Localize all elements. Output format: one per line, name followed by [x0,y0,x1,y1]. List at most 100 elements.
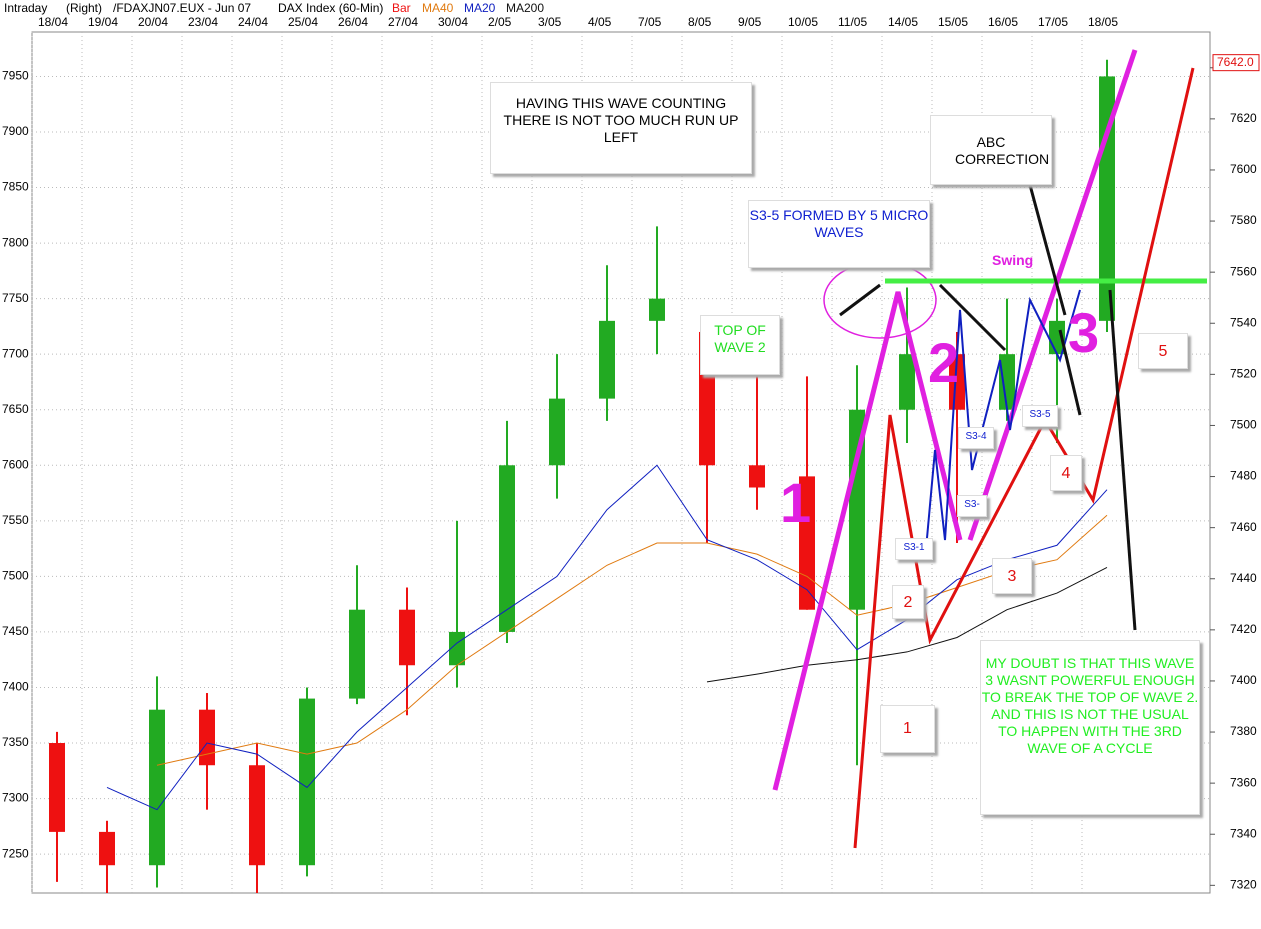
candle-body [799,476,815,610]
y-tick-label: 7250 [2,846,29,860]
y-tick-label: 7650 [2,402,29,416]
micro-label: S3- [957,495,987,517]
y2-tick-label: 7380 [1230,724,1257,738]
candle-body [849,409,865,610]
y2-tick-label: 7620 [1230,111,1257,125]
y2-tick-label: 7420 [1230,622,1257,636]
y2-tick-label: 7560 [1230,264,1257,278]
y-tick-label: 7350 [2,735,29,749]
y-tick-label: 7450 [2,624,29,638]
header-text: /FDAXJN07.EUX - Jun 07 [113,1,251,15]
legend-entry: MA200 [506,1,544,15]
x-tick-label: 26/04 [338,15,368,29]
arrow [1028,184,1067,316]
y-tick-label: 7600 [2,457,29,471]
count-zigzag [853,67,1195,849]
y2-tick-label: 7500 [1230,418,1257,432]
candle-body [99,831,115,866]
y-tick-label: 7400 [2,680,29,694]
header-text: DAX Index (60-Min) [278,1,383,15]
y-tick-label: 7950 [2,69,29,83]
annotation: S3-5 FORMED BY 5 MICRO WAVES [748,200,930,268]
x-tick-label: 14/05 [888,15,918,29]
x-tick-label: 10/05 [788,15,818,29]
wave-label: 1 [880,705,935,753]
x-tick-label: 4/05 [588,15,612,29]
arrow [839,283,881,317]
micro-label: S3-4 [958,427,994,449]
x-tick-label: 30/04 [438,15,468,29]
annotation: HAVING THIS WAVE COUNTING THERE IS NOT T… [490,82,752,174]
wave-label: 2 [928,331,960,394]
arrow [938,283,1007,352]
x-tick-label: 16/05 [988,15,1018,29]
candle-body [949,354,965,410]
y2-tick-label: 7360 [1230,775,1257,789]
micro-waves [924,289,1081,561]
x-tick-label: 9/05 [738,15,762,29]
candle-body [349,609,365,699]
x-tick-label: 8/05 [688,15,712,29]
header-text: (Right) [66,1,102,15]
annotation: TOP OF WAVE 2 [700,315,780,375]
wave-label: 4 [1050,455,1082,491]
x-tick-label: 23/04 [188,15,218,29]
x-tick-label: 18/05 [1088,15,1118,29]
y-tick-label: 7800 [2,235,29,249]
y2-tick-label: 7340 [1230,826,1257,840]
legend-entry: Bar [392,1,411,15]
wave-trend [967,49,1138,541]
arrow [1108,289,1137,631]
wave-label: 1 [780,471,812,534]
y-tick-label: 7300 [2,791,29,805]
y2-tick-label: 7480 [1230,469,1257,483]
y-tick-label: 7900 [2,124,29,138]
x-tick-label: 2/05 [488,15,512,29]
annotation: MY DOUBT IS THAT THIS WAVE 3 WASNT POWER… [980,640,1200,815]
y-tick-label: 7700 [2,346,29,360]
y-tick-label: 7750 [2,291,29,305]
x-tick-label: 3/05 [538,15,562,29]
y-tick-label: 7500 [2,569,29,583]
x-tick-label: 24/04 [238,15,268,29]
y-tick-label: 7550 [2,513,29,527]
y2-tick-label: 7460 [1230,520,1257,534]
candle-body [499,465,515,632]
wave-label: 3 [1068,301,1100,364]
y-tick-label: 7850 [2,180,29,194]
annotation: ABC CORRECTION [930,115,1052,185]
annotation: Swing [992,252,1034,268]
candle-body [399,609,415,666]
candle-body [749,465,765,488]
header-text: Intraday [4,1,47,15]
legend-entry: MA20 [464,1,496,15]
last-price-box [1212,54,1260,72]
wave-trend [772,291,963,791]
candle-body [999,354,1015,410]
y2-tick-label: 7520 [1230,367,1257,381]
x-tick-label: 18/04 [38,15,68,29]
x-tick-label: 19/04 [88,15,118,29]
wave-label: 3 [992,558,1032,594]
y2-tick-label: 7400 [1230,673,1257,687]
x-tick-label: 20/04 [138,15,168,29]
x-tick-label: 11/05 [838,15,867,29]
candle-body [599,320,615,399]
x-tick-label: 25/04 [288,15,318,29]
candle-body [199,709,215,766]
y2-tick-label: 7320 [1230,878,1257,892]
micro-label: S3-1 [895,538,933,560]
candle-body [899,354,915,410]
candle-body [649,298,665,321]
candle-body [249,765,265,866]
ma-line [106,464,1108,811]
candle-body [549,398,565,466]
wave-label: 2 [892,585,924,619]
last-price-label: 7642.0 [1217,55,1254,69]
x-tick-label: 15/05 [938,15,968,29]
y2-tick-label: 7440 [1230,571,1257,585]
candle-body [49,743,65,832]
x-tick-label: 17/05 [1038,15,1068,29]
y2-tick-label: 7540 [1230,315,1257,329]
